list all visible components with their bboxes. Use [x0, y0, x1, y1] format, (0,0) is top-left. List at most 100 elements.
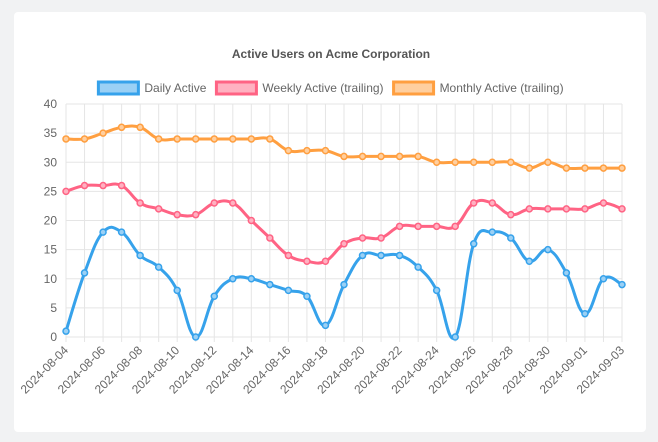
- data-point[interactable]: [247, 216, 256, 225]
- data-point[interactable]: [340, 280, 348, 289]
- series-daily-active: [62, 225, 626, 341]
- data-point[interactable]: [284, 146, 293, 155]
- data-point[interactable]: [210, 199, 219, 207]
- data-point[interactable]: [62, 187, 70, 196]
- data-point[interactable]: [618, 164, 626, 172]
- data-point[interactable]: [154, 263, 163, 271]
- data-point[interactable]: [488, 199, 497, 207]
- data-point[interactable]: [229, 275, 237, 283]
- data-point[interactable]: [62, 135, 70, 143]
- legend: Daily Active Weekly Active (trailing) Mont…: [96, 80, 564, 96]
- data-point[interactable]: [358, 234, 367, 242]
- data-point[interactable]: [395, 251, 404, 260]
- data-point[interactable]: [507, 210, 515, 219]
- data-point[interactable]: [62, 327, 70, 335]
- data-point[interactable]: [358, 251, 367, 260]
- legend-item[interactable]: Daily Active: [96, 80, 207, 96]
- data-point[interactable]: [544, 245, 552, 254]
- data-point[interactable]: [303, 146, 311, 155]
- data-point[interactable]: [284, 251, 293, 260]
- data-point[interactable]: [321, 321, 330, 330]
- data-point[interactable]: [525, 205, 534, 213]
- data-point[interactable]: [581, 205, 589, 213]
- data-point[interactable]: [525, 164, 534, 172]
- legend-item[interactable]: Weekly Active (trailing): [214, 80, 384, 96]
- data-point[interactable]: [432, 158, 441, 166]
- data-point[interactable]: [210, 292, 219, 300]
- data-point[interactable]: [99, 181, 107, 190]
- data-point[interactable]: [340, 152, 348, 161]
- data-point[interactable]: [117, 123, 126, 132]
- data-point[interactable]: [525, 257, 534, 266]
- data-point[interactable]: [451, 222, 459, 231]
- data-point[interactable]: [488, 158, 497, 166]
- data-point[interactable]: [80, 181, 89, 190]
- data-point[interactable]: [80, 135, 89, 143]
- data-point[interactable]: [136, 199, 144, 207]
- data-point[interactable]: [599, 164, 608, 172]
- data-point[interactable]: [469, 199, 478, 207]
- data-point[interactable]: [507, 158, 515, 166]
- data-point[interactable]: [154, 135, 163, 143]
- data-point[interactable]: [303, 292, 311, 300]
- data-point[interactable]: [618, 205, 626, 213]
- data-point[interactable]: [544, 158, 552, 166]
- data-point[interactable]: [599, 275, 608, 283]
- data-point[interactable]: [507, 234, 515, 242]
- data-point[interactable]: [562, 205, 571, 213]
- data-point[interactable]: [469, 158, 478, 166]
- data-point[interactable]: [136, 123, 144, 132]
- data-point[interactable]: [229, 199, 237, 207]
- legend-label: Monthly Active (trailing): [440, 81, 564, 95]
- data-point[interactable]: [173, 135, 181, 143]
- data-point[interactable]: [414, 263, 422, 271]
- data-point[interactable]: [99, 129, 107, 137]
- data-point[interactable]: [599, 199, 608, 207]
- data-point[interactable]: [451, 333, 459, 341]
- data-point[interactable]: [191, 210, 200, 219]
- data-point[interactable]: [191, 333, 200, 341]
- data-point[interactable]: [544, 205, 552, 213]
- data-point[interactable]: [247, 275, 256, 283]
- data-point[interactable]: [136, 251, 144, 260]
- data-point[interactable]: [488, 228, 497, 236]
- data-point[interactable]: [562, 269, 571, 277]
- data-point[interactable]: [562, 164, 571, 172]
- data-point[interactable]: [414, 152, 422, 161]
- data-point[interactable]: [581, 164, 589, 172]
- data-point[interactable]: [377, 234, 385, 242]
- data-point[interactable]: [266, 234, 274, 242]
- data-point[interactable]: [340, 240, 348, 248]
- data-point[interactable]: [395, 152, 404, 161]
- data-point[interactable]: [247, 135, 256, 143]
- data-point[interactable]: [173, 286, 181, 295]
- data-point[interactable]: [432, 286, 441, 295]
- data-point[interactable]: [358, 152, 367, 161]
- data-point[interactable]: [395, 222, 404, 231]
- data-point[interactable]: [451, 158, 459, 166]
- data-point[interactable]: [173, 210, 181, 219]
- data-point[interactable]: [303, 257, 311, 266]
- data-point[interactable]: [229, 135, 237, 143]
- data-point[interactable]: [321, 257, 330, 266]
- data-point[interactable]: [377, 152, 385, 161]
- data-point[interactable]: [99, 228, 107, 236]
- data-point[interactable]: [117, 181, 126, 190]
- data-point[interactable]: [266, 280, 274, 289]
- data-point[interactable]: [266, 135, 274, 143]
- data-point[interactable]: [469, 240, 478, 248]
- data-point[interactable]: [154, 205, 163, 213]
- data-point[interactable]: [432, 222, 441, 231]
- data-point[interactable]: [117, 228, 126, 236]
- data-point[interactable]: [618, 280, 626, 289]
- y-tick-label: 35: [44, 126, 58, 140]
- data-point[interactable]: [377, 251, 385, 260]
- data-point[interactable]: [284, 286, 293, 295]
- data-point[interactable]: [581, 309, 589, 318]
- legend-item[interactable]: Monthly Active (trailing): [392, 80, 564, 96]
- data-point[interactable]: [321, 146, 330, 155]
- data-point[interactable]: [414, 222, 422, 231]
- data-point[interactable]: [191, 135, 200, 143]
- data-point[interactable]: [210, 135, 219, 143]
- data-point[interactable]: [80, 269, 89, 277]
